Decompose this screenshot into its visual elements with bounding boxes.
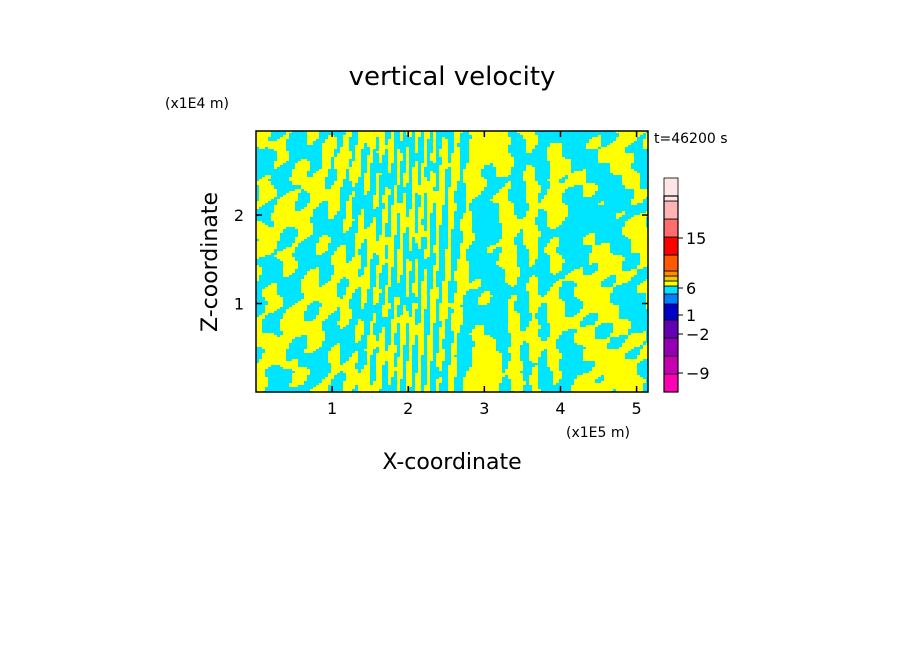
colorbar-level — [663, 337, 679, 357]
colorbar-level — [663, 177, 679, 202]
colorbar-label: 1 — [686, 306, 696, 325]
velocity-field — [256, 131, 648, 392]
colorbar-label: 15 — [686, 229, 706, 248]
plot-frame — [255, 130, 649, 393]
colorbar-label: −9 — [686, 364, 710, 383]
colorbar-level — [663, 218, 679, 238]
y-axis-label: Z-coordinate — [198, 192, 223, 332]
x-tick-label: 4 — [555, 399, 565, 418]
colorbar-labels: 15 6 1−2 −9 — [678, 229, 710, 383]
colorbar-level — [663, 236, 679, 256]
y-tick-label: 2 — [234, 206, 244, 225]
y-unit-label: (x1E4 m) — [165, 96, 229, 112]
y-ticks: 12 — [234, 206, 648, 314]
colorbar-level — [663, 355, 679, 375]
colorbar — [663, 177, 679, 393]
colorbar-level — [663, 280, 679, 287]
colorbar-level — [663, 319, 679, 339]
colorbar-level — [663, 200, 679, 220]
colorbar-label: 6 — [686, 279, 696, 298]
x-ticks: 1 2 3 4 5 — [327, 131, 642, 418]
colorbar-level — [663, 270, 679, 277]
colorbar-level — [663, 254, 679, 272]
colorbar-level — [663, 285, 679, 295]
x-axis-label: X-coordinate — [382, 450, 521, 475]
x-unit-label: (x1E5 m) — [566, 425, 630, 441]
colorbar-level — [663, 303, 679, 321]
colorbar-level — [663, 275, 679, 282]
x-tick-label: 3 — [479, 399, 489, 418]
chart-title: vertical velocity — [349, 62, 556, 92]
x-tick-label: 5 — [631, 399, 641, 418]
time-label: t=46200 s — [654, 131, 728, 147]
colorbar-label: −2 — [686, 325, 710, 344]
y-tick-label: 1 — [234, 295, 244, 314]
colorbar-level — [663, 293, 679, 305]
x-tick-label: 2 — [403, 399, 413, 418]
colorbar-level — [663, 373, 679, 393]
x-tick-label: 1 — [327, 399, 337, 418]
